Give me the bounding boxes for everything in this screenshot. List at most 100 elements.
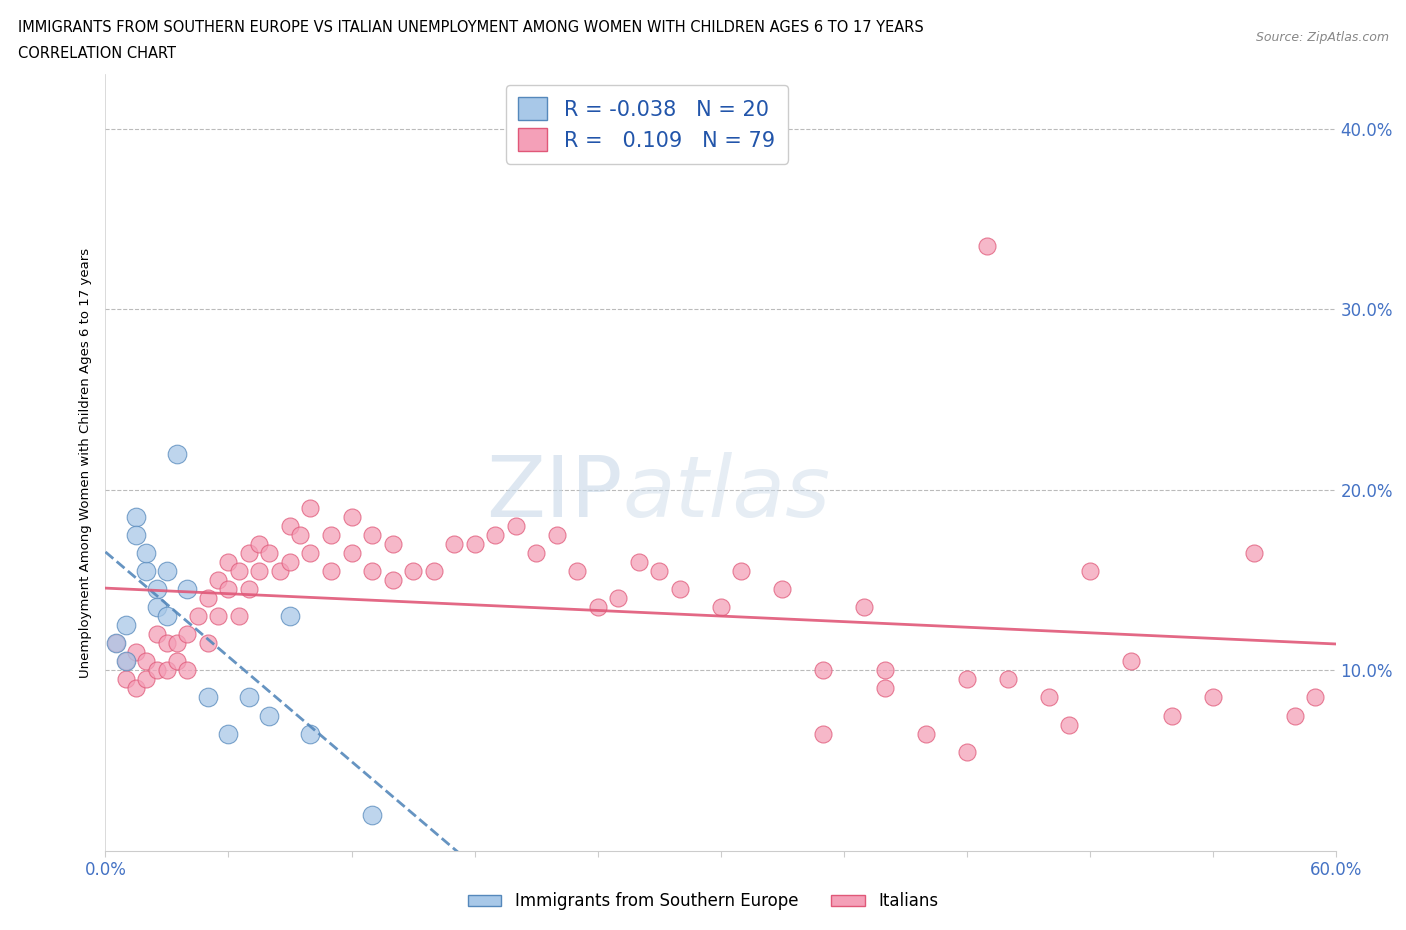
Point: [156, 609, 179, 624]
Point: [1303, 690, 1326, 705]
Point: [278, 518, 301, 533]
Point: [956, 672, 979, 687]
Point: [546, 527, 568, 542]
Point: [115, 672, 138, 687]
Point: [259, 546, 281, 561]
Point: [156, 564, 179, 578]
Point: [247, 537, 270, 551]
Point: [956, 744, 979, 759]
Point: [145, 627, 167, 642]
Point: [135, 564, 157, 578]
Point: [259, 708, 281, 723]
Point: [115, 654, 138, 669]
Point: [914, 726, 936, 741]
Legend: Immigrants from Southern Europe, Italians: Immigrants from Southern Europe, Italian…: [461, 885, 945, 917]
Legend: R = -0.038   N = 20, R =   0.109   N = 79: R = -0.038 N = 20, R = 0.109 N = 79: [506, 85, 787, 164]
Point: [443, 537, 465, 551]
Point: [464, 537, 486, 551]
Point: [290, 527, 312, 542]
Point: [668, 581, 690, 596]
Text: CORRELATION CHART: CORRELATION CHART: [18, 46, 176, 61]
Point: [197, 690, 219, 705]
Point: [299, 546, 322, 561]
Point: [853, 600, 876, 615]
Point: [166, 636, 188, 651]
Point: [299, 500, 322, 515]
Point: [125, 644, 148, 659]
Point: [484, 527, 506, 542]
Point: [361, 527, 384, 542]
Text: ZIP: ZIP: [485, 452, 621, 536]
Point: [873, 663, 896, 678]
Point: [125, 527, 148, 542]
Point: [207, 609, 229, 624]
Text: atlas: atlas: [621, 452, 830, 536]
Point: [247, 564, 270, 578]
Point: [115, 618, 138, 632]
Point: [627, 554, 650, 569]
Point: [135, 672, 157, 687]
Point: [381, 573, 404, 588]
Point: [710, 600, 733, 615]
Point: [269, 564, 291, 578]
Point: [730, 564, 752, 578]
Point: [104, 636, 127, 651]
Point: [402, 564, 425, 578]
Point: [125, 510, 148, 525]
Point: [873, 681, 896, 696]
Point: [145, 663, 167, 678]
Point: [145, 600, 167, 615]
Point: [218, 554, 240, 569]
Text: Source: ZipAtlas.com: Source: ZipAtlas.com: [1256, 31, 1389, 44]
Point: [197, 636, 219, 651]
Point: [228, 609, 250, 624]
Point: [505, 518, 527, 533]
Point: [176, 663, 198, 678]
Point: [1119, 654, 1142, 669]
Point: [811, 726, 834, 741]
Point: [422, 564, 444, 578]
Point: [278, 554, 301, 569]
Point: [176, 581, 198, 596]
Point: [218, 581, 240, 596]
Point: [228, 564, 250, 578]
Point: [319, 527, 342, 542]
Point: [1202, 690, 1225, 705]
Point: [166, 654, 188, 669]
Point: [361, 564, 384, 578]
Point: [135, 654, 157, 669]
Point: [770, 581, 793, 596]
Point: [135, 546, 157, 561]
Point: [976, 238, 998, 253]
Point: [176, 627, 198, 642]
Point: [565, 564, 588, 578]
Point: [997, 672, 1019, 687]
Point: [811, 663, 834, 678]
Point: [238, 690, 260, 705]
Point: [299, 726, 322, 741]
Point: [524, 546, 547, 561]
Point: [187, 609, 209, 624]
Point: [197, 591, 219, 605]
Point: [361, 807, 384, 822]
Point: [1057, 717, 1080, 732]
Point: [218, 726, 240, 741]
Point: [648, 564, 671, 578]
Point: [145, 581, 167, 596]
Point: [586, 600, 609, 615]
Point: [125, 681, 148, 696]
Point: [166, 446, 188, 461]
Point: [238, 546, 260, 561]
Point: [1078, 564, 1101, 578]
Text: IMMIGRANTS FROM SOUTHERN EUROPE VS ITALIAN UNEMPLOYMENT AMONG WOMEN WITH CHILDRE: IMMIGRANTS FROM SOUTHERN EUROPE VS ITALI…: [18, 20, 924, 35]
Point: [381, 537, 404, 551]
Point: [1284, 708, 1306, 723]
Point: [156, 663, 179, 678]
Point: [319, 564, 342, 578]
Point: [340, 546, 363, 561]
Point: [115, 654, 138, 669]
Point: [156, 636, 179, 651]
Point: [1160, 708, 1182, 723]
Point: [340, 510, 363, 525]
Point: [607, 591, 630, 605]
